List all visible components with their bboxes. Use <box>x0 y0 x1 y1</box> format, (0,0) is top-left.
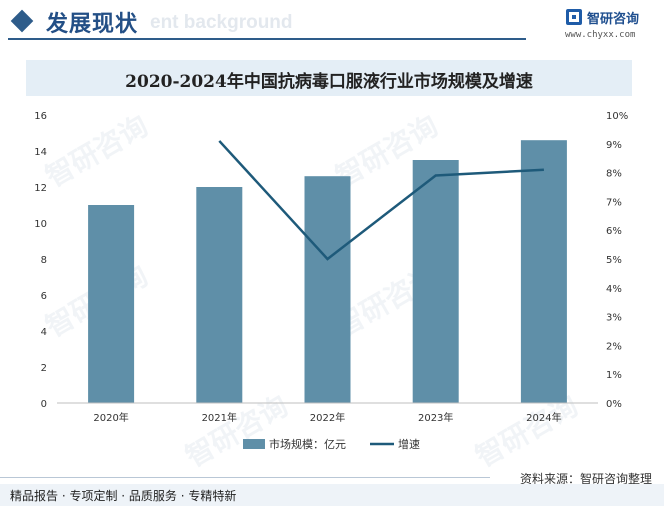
page-header: ent background 发展现状 智研咨询 www.chyxx.com <box>0 0 664 48</box>
bar-1 <box>88 205 135 403</box>
legend-label-line: 增速 <box>398 437 420 451</box>
legend-swatch-bar <box>243 439 265 449</box>
y-right-tick-label: 6% <box>606 226 622 237</box>
section-title: 发展现状 <box>46 12 139 37</box>
y-left-tick-label: 10 <box>34 219 47 230</box>
y-left-tick-label: 14 <box>34 147 47 158</box>
growth-line <box>218 140 544 261</box>
y-right-tick-label: 5% <box>606 255 622 266</box>
chart-title: 2020-2024年中国抗病毒口服液行业市场规模及增速 <box>125 72 533 92</box>
y-right-tick-label: 7% <box>606 197 622 208</box>
x-tick-label: 2020年 <box>93 411 128 424</box>
y-left-tick-label: 2 <box>41 363 47 374</box>
y-right-tick-label: 9% <box>606 140 622 151</box>
bar-4 <box>412 160 459 403</box>
y-left-tick-label: 6 <box>41 291 47 302</box>
brand-logo-icon <box>566 9 582 25</box>
y-left-tick-label: 4 <box>41 327 47 338</box>
header-divider <box>8 38 526 40</box>
y-right-tick-label: 3% <box>606 313 622 324</box>
legend-label-bar: 市场规模：亿元 <box>269 437 346 451</box>
y-right-tick-label: 10% <box>606 111 628 122</box>
bar-2 <box>196 187 243 403</box>
x-tick-label: 2024年 <box>526 411 561 424</box>
bar-5 <box>520 140 567 403</box>
y-right-tick-label: 8% <box>606 169 622 180</box>
footer-band: 精品报告 · 专项定制 · 品质服务 · 专精特新 <box>0 484 664 506</box>
x-tick-label: 2022年 <box>310 411 345 424</box>
x-tick-label: 2021年 <box>202 411 237 424</box>
y-right-tick-label: 2% <box>606 341 622 352</box>
y-left-tick-label: 16 <box>34 111 47 122</box>
header-background-text: ent background <box>150 12 293 33</box>
footer-slogan: 精品报告 · 专项定制 · 品质服务 · 专精特新 <box>10 489 237 503</box>
x-tick-label: 2023年 <box>418 411 453 424</box>
brand-url: www.chyxx.com <box>565 30 636 40</box>
y-left-tick-label: 0 <box>41 399 47 410</box>
bar-3 <box>304 176 351 403</box>
y-left-tick-label: 12 <box>34 183 47 194</box>
y-right-tick-label: 0% <box>606 399 622 410</box>
y-right-tick-label: 4% <box>606 284 622 295</box>
y-right-tick-label: 1% <box>606 370 622 381</box>
footer-divider <box>0 477 490 478</box>
y-left-tick-label: 8 <box>41 255 47 266</box>
chart-title-band: 2020-2024年中国抗病毒口服液行业市场规模及增速 <box>26 60 632 96</box>
brand-name: 智研咨询 <box>587 12 640 27</box>
source-note: 资料来源：智研咨询整理 <box>519 472 652 486</box>
combo-chart: 0 2 4 6 8 10 12 14 16 0% 1% 2% 3% 4% 5% 6% 7% 8% 9% 10% 20… <box>34 111 628 451</box>
